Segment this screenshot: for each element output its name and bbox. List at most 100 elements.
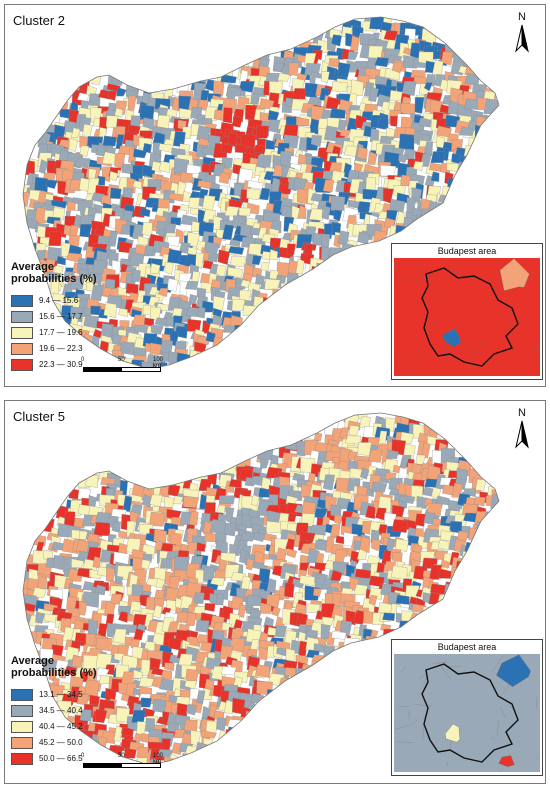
north-arrow-label: N	[518, 407, 526, 419]
municipality	[277, 72, 291, 82]
municipality	[170, 217, 182, 226]
municipality	[272, 62, 285, 73]
municipality	[64, 511, 76, 527]
municipality	[368, 594, 378, 606]
inset-unit-border	[441, 347, 453, 354]
scale-tick-label: 0	[81, 357, 85, 363]
legend-swatch	[11, 736, 33, 749]
legend-swatch	[11, 704, 33, 717]
municipality	[193, 592, 205, 604]
municipality	[46, 258, 56, 273]
municipality	[52, 207, 65, 221]
municipality	[474, 521, 488, 535]
legend-item: 17.7 — 19.6	[11, 326, 101, 339]
budapest-inset-map	[394, 258, 540, 376]
municipality	[239, 532, 255, 542]
inset-unit-border	[478, 343, 492, 346]
municipality	[69, 179, 83, 192]
legend-swatch	[11, 326, 33, 339]
municipality	[132, 732, 143, 743]
municipality	[204, 106, 218, 122]
municipality	[102, 135, 117, 147]
municipality	[339, 128, 351, 138]
municipality	[211, 336, 229, 353]
municipality	[414, 97, 425, 114]
inset-unit-border	[413, 263, 423, 274]
municipality	[394, 538, 409, 552]
municipality	[455, 560, 468, 571]
inset-unit	[498, 755, 515, 767]
municipality	[94, 584, 106, 596]
legend-item: 34.5 — 40.4	[11, 704, 101, 717]
municipality	[475, 479, 487, 491]
scale-bar: 0 50 100 km	[81, 753, 171, 773]
municipality	[266, 594, 281, 608]
municipality	[68, 138, 79, 153]
scale-bar-segment	[121, 367, 161, 372]
hungary-choropleth-map	[22, 412, 500, 766]
municipality	[124, 747, 137, 759]
municipality	[340, 243, 355, 254]
municipality	[356, 548, 367, 561]
municipality	[399, 495, 416, 504]
municipality	[32, 587, 47, 598]
inset-unit-border	[411, 348, 422, 356]
inset-unit-border	[414, 268, 428, 285]
municipality	[457, 530, 469, 542]
municipality	[152, 698, 167, 714]
municipality	[322, 474, 335, 491]
country-outline	[22, 16, 500, 370]
municipality	[347, 51, 359, 60]
budapest-boundary	[421, 663, 519, 763]
legend-item: 45.2 — 50.0	[11, 736, 101, 749]
municipality	[140, 559, 151, 570]
municipality	[331, 631, 347, 640]
municipality	[83, 591, 100, 608]
municipality	[483, 115, 495, 127]
municipality	[71, 127, 81, 138]
municipality	[440, 559, 450, 568]
municipality	[430, 151, 446, 163]
legend-item: 19.6 — 22.3	[11, 342, 101, 355]
budapest-boundary	[421, 267, 519, 367]
map-panel-cluster-5: Cluster 5 N Average probabilities (%) 13…	[4, 400, 546, 784]
municipality	[321, 616, 334, 626]
municipality	[241, 575, 251, 590]
inset-unit	[496, 654, 531, 687]
map-legend: Average probabilities (%) 9.4 — 15.6 15.…	[11, 261, 101, 371]
municipality	[368, 87, 379, 102]
municipality	[299, 575, 315, 587]
municipality	[118, 308, 128, 317]
legend-label: 9.4 — 15.6	[39, 296, 79, 305]
inset-unit-border	[433, 661, 448, 664]
municipality	[196, 690, 206, 705]
municipality	[348, 424, 360, 436]
municipality	[109, 171, 119, 182]
municipality	[157, 288, 169, 297]
municipality	[374, 57, 390, 68]
municipality	[421, 442, 431, 459]
municipality	[116, 87, 127, 97]
municipality	[330, 570, 343, 582]
municipality	[368, 449, 383, 463]
municipality	[139, 104, 155, 120]
municipality	[159, 486, 171, 497]
municipality	[313, 588, 322, 597]
municipality	[228, 479, 242, 488]
municipality	[451, 153, 461, 164]
municipality	[297, 204, 307, 220]
municipality	[389, 89, 404, 101]
municipality	[185, 280, 199, 290]
inset-unit-border	[491, 655, 504, 672]
municipality	[334, 514, 343, 525]
municipality	[288, 62, 300, 77]
municipality	[35, 611, 45, 624]
municipality	[256, 680, 273, 696]
municipality	[244, 320, 256, 332]
municipality	[188, 197, 201, 210]
municipality	[297, 275, 313, 287]
municipality	[210, 519, 226, 535]
inset-unit-border	[468, 350, 474, 371]
municipality	[264, 278, 281, 290]
scale-tick-label: 100 km	[153, 357, 164, 369]
